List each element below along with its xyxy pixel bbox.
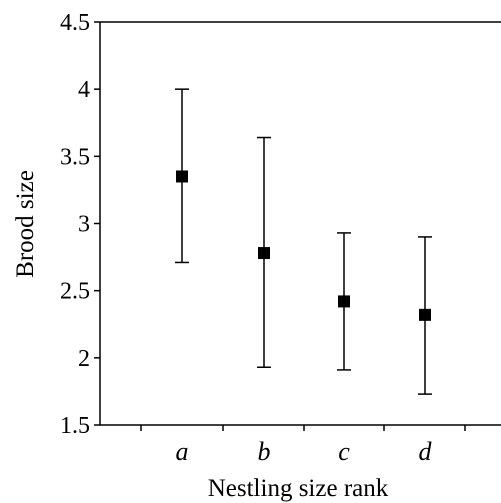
x-axis-title: Nestling size rank (208, 475, 389, 502)
x-tick-label: c (338, 437, 350, 466)
x-tick-label: a (176, 437, 189, 466)
data-point-c (338, 295, 350, 308)
y-tick-label: 3.5 (60, 144, 90, 170)
y-tick-label: 2.5 (60, 279, 90, 305)
data-point-d (419, 308, 431, 321)
data-point-a (176, 170, 188, 183)
y-axis-title: Brood size (12, 170, 39, 278)
data-marks (175, 88, 432, 395)
y-tick-label: 4.5 (60, 10, 90, 36)
x-tick-label: d (419, 437, 433, 466)
x-ticks: a b c d (140, 425, 466, 466)
y-tick-label: 3 (78, 212, 90, 238)
y-tick-label: 4 (78, 77, 90, 103)
y-tick-label: 1.5 (60, 413, 90, 439)
plot-frame (99, 21, 501, 426)
y-tick-label: 2 (78, 346, 90, 372)
x-tick-label: b (258, 437, 271, 466)
data-point-b (258, 247, 270, 260)
y-ticks: 1.5 2 2.5 3 3.5 4 4.5 (60, 10, 100, 439)
